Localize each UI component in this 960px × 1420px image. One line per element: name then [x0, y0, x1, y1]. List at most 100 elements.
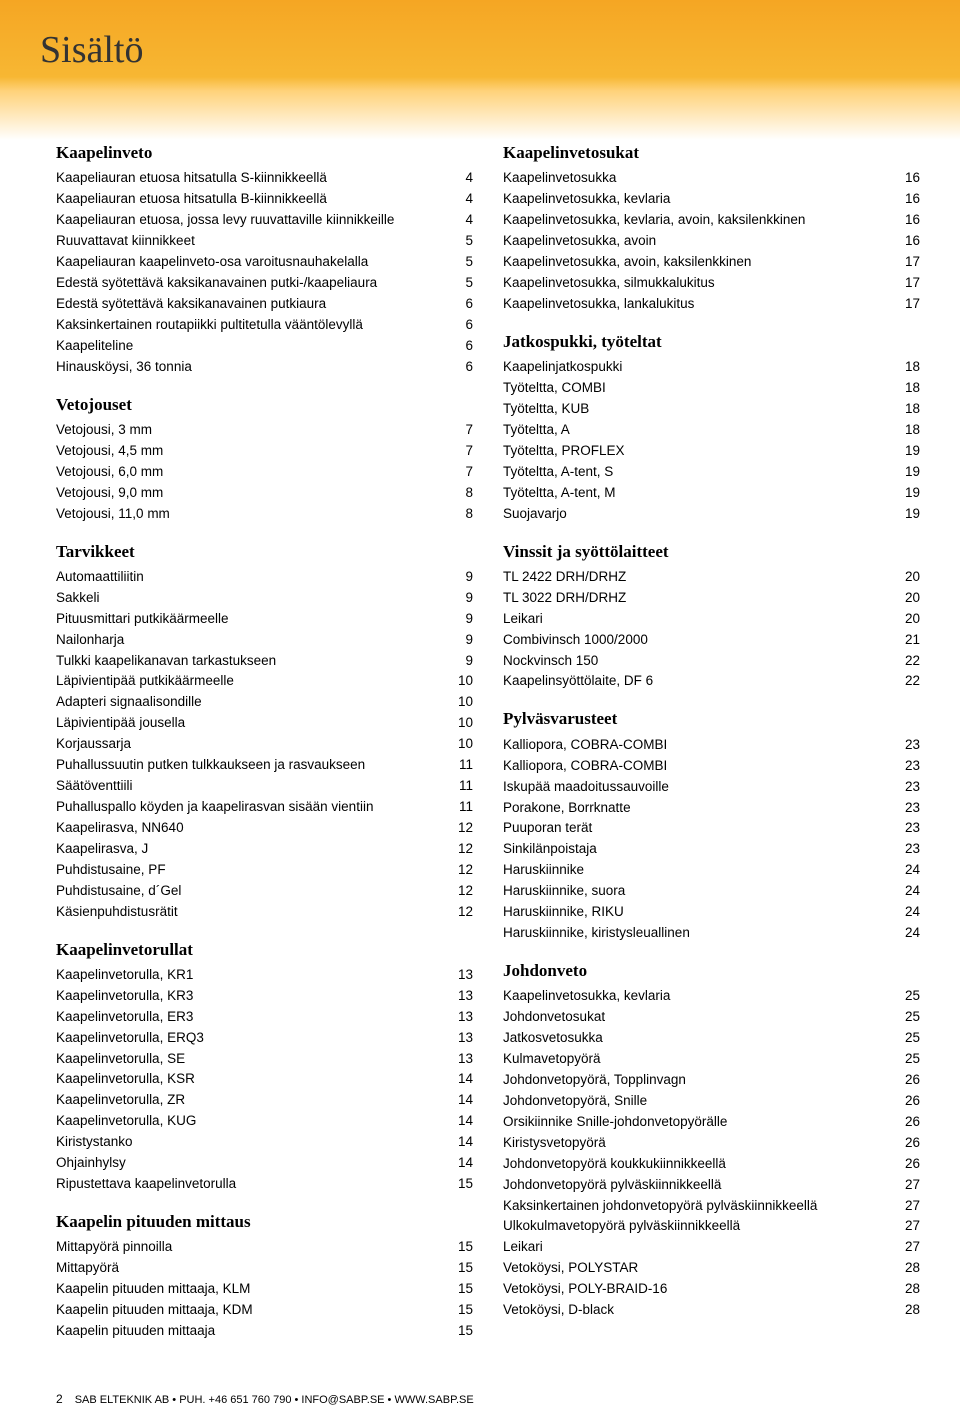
toc-label: Puhdistusaine, PF: [56, 860, 166, 881]
toc-label: Kaapelinvetorulla, KR1: [56, 965, 193, 986]
toc-label: Orsikiinnike Snille-johdonvetopyörälle: [503, 1112, 727, 1133]
toc-label: Johdonvetopyörä, Snille: [503, 1091, 647, 1112]
toc-label: Kaapelirasva, J: [56, 839, 148, 860]
toc-row: Haruskiinnike, RIKU24: [503, 902, 920, 923]
toc-row: Puhdistusaine, d´Gel12: [56, 881, 473, 902]
toc-page: 26: [896, 1091, 920, 1112]
content-columns: KaapelinvetoKaapeliauran etuosa hitsatul…: [0, 140, 960, 1362]
toc-row: Vetoköysi, D-black28: [503, 1300, 920, 1321]
toc-label: Johdonvetopyörä pylväskiinnikkeellä: [503, 1175, 721, 1196]
toc-label: Kaapelinvetorulla, KR3: [56, 986, 193, 1007]
toc-row: Kaapelinjatkospukki18: [503, 357, 920, 378]
toc-label: Johdonvetosukat: [503, 1007, 605, 1028]
toc-page: 16: [896, 231, 920, 252]
toc-row: Kaapelinvetosukka, avoin16: [503, 231, 920, 252]
toc-row: Johdonvetopyörä koukkukiinnikkeellä26: [503, 1154, 920, 1175]
toc-row: Kaapelinvetosukka, silmukkalukitus17: [503, 273, 920, 294]
toc-row: Iskupää maadoitussauvoille23: [503, 777, 920, 798]
toc-page: 10: [449, 671, 473, 692]
toc-page: 11: [449, 797, 473, 818]
section-heading: Vinssit ja syöttölaitteet: [503, 539, 920, 565]
toc-page: 19: [896, 441, 920, 462]
toc-row: Combivinsch 1000/200021: [503, 630, 920, 651]
toc-label: Ruuvattavat kiinnikkeet: [56, 231, 195, 252]
toc-page: 10: [449, 692, 473, 713]
toc-row: Puhallussuutin putken tulkkaukseen ja ra…: [56, 755, 473, 776]
toc-row: Kaapelinvetorulla, KSR 14: [56, 1069, 473, 1090]
footer-text: SAB ELTEKNIK AB • PUH. +46 651 760 790 •…: [75, 1394, 474, 1406]
toc-label: Hinausköysi, 36 tonnia: [56, 357, 192, 378]
section-heading: Kaapelinvetosukat: [503, 140, 920, 166]
toc-page: 13: [449, 1007, 473, 1028]
toc-page: 26: [896, 1133, 920, 1154]
toc-label: Sinkilänpoistaja: [503, 839, 597, 860]
toc-label: Tulkki kaapelikanavan tarkastukseen: [56, 651, 276, 672]
toc-row: Vetojousi, 3 mm7: [56, 420, 473, 441]
toc-row: Haruskiinnike, kiristysleuallinen24: [503, 923, 920, 944]
toc-label: Läpivientipää jousella: [56, 713, 185, 734]
toc-row: Kaapelinvetorulla, SE13: [56, 1049, 473, 1070]
toc-page: 14: [449, 1069, 473, 1090]
toc-row: Kaapelirasva, NN64012: [56, 818, 473, 839]
toc-row: Leikari 20: [503, 609, 920, 630]
toc-row: Puhalluspallo köyden ja kaapelirasvan si…: [56, 797, 473, 818]
toc-label: Läpivientipää putkikäärmeelle: [56, 671, 234, 692]
toc-row: Ulkokulmavetopyörä pylväskiinnikkeellä27: [503, 1216, 920, 1237]
page-number: 2: [56, 1392, 63, 1406]
toc-label: Kaapeliauran etuosa, jossa levy ruuvatta…: [56, 210, 394, 231]
toc-row: Kaapelin pituuden mittaaja, KDM15: [56, 1300, 473, 1321]
toc-page: 4: [449, 210, 473, 231]
toc-row: Kulmavetopyörä25: [503, 1049, 920, 1070]
toc-row: Orsikiinnike Snille-johdonvetopyörälle26: [503, 1112, 920, 1133]
toc-label: Kaapeliauran etuosa hitsatulla S-kiinnik…: [56, 168, 327, 189]
toc-page: 24: [896, 923, 920, 944]
toc-label: Kiristysvetopyörä: [503, 1133, 606, 1154]
toc-page: 23: [896, 735, 920, 756]
toc-label: Työteltta, COMBI: [503, 378, 606, 399]
toc-page: 9: [449, 567, 473, 588]
toc-label: Leikari: [503, 609, 543, 630]
toc-row: Mittapyörä15: [56, 1258, 473, 1279]
toc-label: Haruskiinnike, RIKU: [503, 902, 624, 923]
header-banner: Sisältö: [0, 0, 960, 140]
toc-page: 9: [449, 630, 473, 651]
toc-label: Kaapeliauran kaapelinveto-osa varoitusna…: [56, 252, 368, 273]
toc-label: Kaapelinvetorulla, KSR: [56, 1069, 195, 1090]
toc-row: TL 2422 DRH/DRHZ20: [503, 567, 920, 588]
toc-label: Kaapelinjatkospukki: [503, 357, 622, 378]
toc-label: Nockvinsch 150: [503, 651, 598, 672]
toc-label: Kaapeliauran etuosa hitsatulla B-kiinnik…: [56, 189, 327, 210]
page-title: Sisältö: [40, 28, 920, 72]
toc-label: Kaapeliteline: [56, 336, 133, 357]
toc-row: Pituusmittari putkikäärmeelle9: [56, 609, 473, 630]
toc-page: 28: [896, 1258, 920, 1279]
toc-row: Kaapelinvetorulla, KUG14: [56, 1111, 473, 1132]
toc-label: Puhallussuutin putken tulkkaukseen ja ra…: [56, 755, 365, 776]
section-heading: Kaapelinvetorullat: [56, 937, 473, 963]
toc-page: 16: [896, 168, 920, 189]
toc-row: Työteltta, PROFLEX19: [503, 441, 920, 462]
toc-label: Suojavarjo: [503, 504, 567, 525]
toc-page: 13: [449, 1049, 473, 1070]
toc-row: Vetoköysi, POLYSTAR28: [503, 1258, 920, 1279]
toc-page: 12: [449, 881, 473, 902]
toc-row: Leikari27: [503, 1237, 920, 1258]
toc-page: 20: [896, 609, 920, 630]
toc-page: 15: [449, 1300, 473, 1321]
toc-page: 17: [896, 294, 920, 315]
toc-page: 13: [449, 986, 473, 1007]
toc-row: Johdonvetopyörä, Topplinvagn26: [503, 1070, 920, 1091]
toc-page: 15: [449, 1321, 473, 1342]
toc-label: Kaapelinvetosukka, lankalukitus: [503, 294, 694, 315]
toc-label: Kaksinkertainen routapiikki pultitetulla…: [56, 315, 363, 336]
toc-row: Työteltta, KUB18: [503, 399, 920, 420]
toc-row: Sakkeli9: [56, 588, 473, 609]
toc-row: Työteltta, A18: [503, 420, 920, 441]
toc-page: 4: [449, 189, 473, 210]
toc-label: Ripustettava kaapelinvetorulla: [56, 1174, 236, 1195]
toc-row: Kaapelirasva, J12: [56, 839, 473, 860]
right-column: KaapelinvetosukatKaapelinvetosukka16Kaap…: [503, 140, 920, 1342]
toc-row: Vetojousi, 11,0 mm8: [56, 504, 473, 525]
toc-row: Nailonharja9: [56, 630, 473, 651]
toc-label: Ulkokulmavetopyörä pylväskiinnikkeellä: [503, 1216, 740, 1237]
